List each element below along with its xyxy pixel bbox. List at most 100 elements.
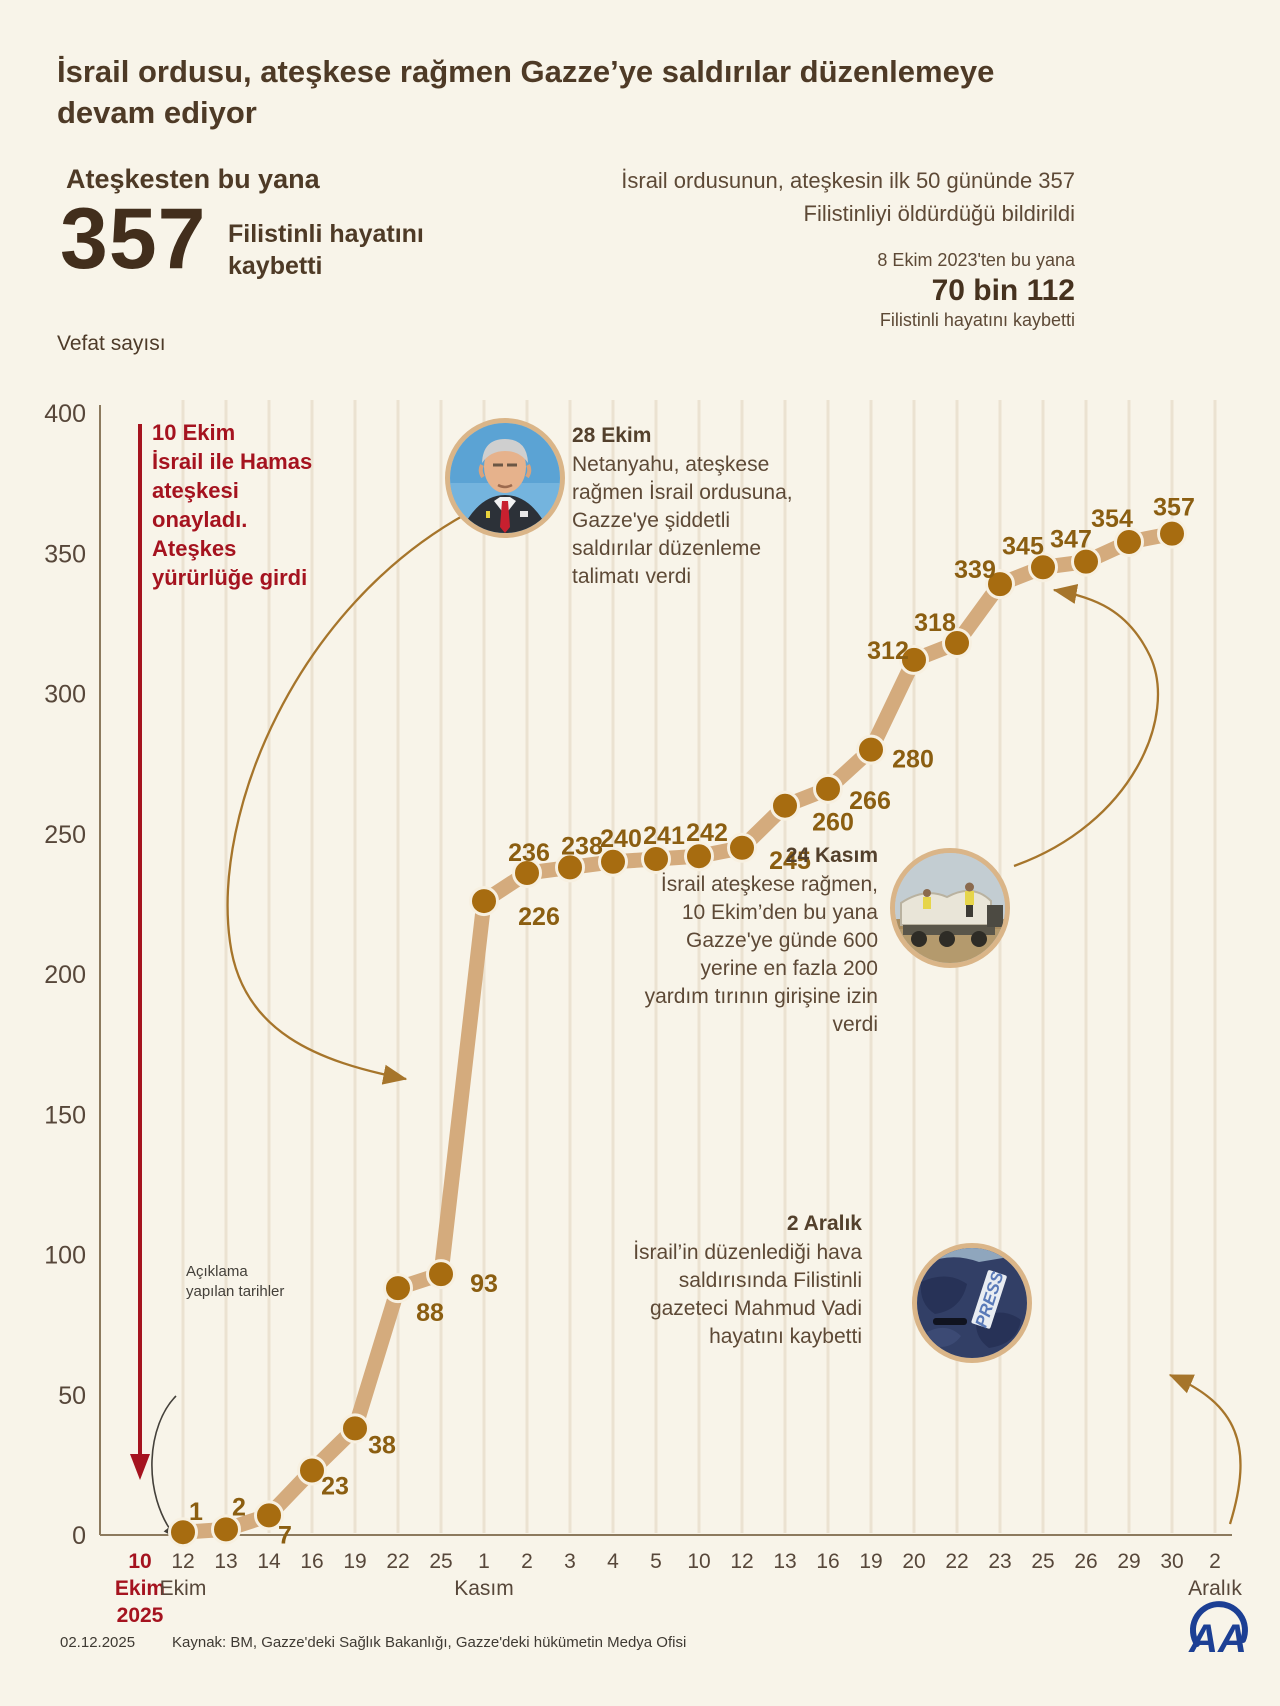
data-point-label: 318 xyxy=(914,609,956,637)
data-point-label: 354 xyxy=(1091,505,1133,533)
data-point xyxy=(770,790,800,821)
data-point xyxy=(297,1455,327,1486)
since-2023-block: 8 Ekim 2023'ten bu yana 70 bin 112 Filis… xyxy=(675,250,1075,331)
data-point-label: 226 xyxy=(518,903,560,931)
x-tick-day: 1 xyxy=(478,1550,490,1573)
x-tick-day: 10 xyxy=(128,1550,151,1573)
netanyahu-portrait-illustration xyxy=(450,423,560,533)
since-caption: Filistinli hayatını kaybetti xyxy=(879,310,1075,330)
ceasefire-arrow xyxy=(130,424,150,1480)
y-tick-label: 300 xyxy=(44,681,86,709)
data-point-label: 266 xyxy=(849,787,891,815)
data-point xyxy=(899,644,929,675)
data-point xyxy=(469,886,499,917)
x-tick-day: 5 xyxy=(650,1550,662,1573)
worker-figure xyxy=(965,882,974,917)
x-tick-day: 26 xyxy=(1074,1550,1097,1573)
x-tick-day: 2 xyxy=(1209,1550,1221,1573)
aid-truck-illustration xyxy=(895,853,1005,963)
x-tick-day: 19 xyxy=(343,1550,366,1573)
x-tick-month: Ekim xyxy=(160,1577,207,1600)
stat-label-top: Ateşkesten bu yana xyxy=(66,164,320,194)
netanyahu-photo xyxy=(445,418,565,538)
data-point xyxy=(856,734,886,765)
annotation-oct28-date: 28 Ekim xyxy=(572,424,652,447)
data-point xyxy=(211,1514,241,1545)
data-point-label: 280 xyxy=(892,746,934,774)
data-point xyxy=(512,858,542,889)
x-tick-day: 3 xyxy=(564,1550,576,1573)
x-tick-day: 23 xyxy=(988,1550,1011,1573)
x-tick-day: 16 xyxy=(816,1550,839,1573)
data-point xyxy=(813,773,843,804)
data-point-label: 241 xyxy=(643,822,685,850)
annotation-oct28-text: Netanyahu, ateşkese rağmen İsrail ordusu… xyxy=(572,452,793,588)
y-tick-label: 50 xyxy=(58,1382,86,1410)
data-point xyxy=(254,1500,284,1531)
data-point-label: 345 xyxy=(1002,532,1044,560)
data-point xyxy=(1028,552,1058,583)
y-axis-title: Vefat sayısı xyxy=(57,332,166,355)
data-point-label: 357 xyxy=(1153,494,1195,522)
y-tick-label: 100 xyxy=(44,1242,86,1270)
annotation-nov24: 24 Kasım İsrail ateşkese rağmen, 10 Ekim… xyxy=(638,842,878,1038)
annotation-ceasefire: 10 Ekim İsrail ile Hamas ateşkesi onayla… xyxy=(152,418,332,592)
annotation-nov24-date: 24 Kasım xyxy=(785,844,878,867)
data-point xyxy=(727,832,757,863)
annotation-nov24-text: İsrail ateşkese rağmen, 10 Ekim’den bu y… xyxy=(644,872,878,1036)
y-tick-label: 200 xyxy=(44,961,86,989)
press-vest-illustration: PRESS xyxy=(917,1248,1027,1358)
arrow-dates-note-curve xyxy=(151,1395,177,1539)
dates-note: Açıklama yapılan tarihler xyxy=(186,1263,285,1301)
x-tick-day: 4 xyxy=(607,1550,619,1573)
x-tick-day: 14 xyxy=(257,1550,281,1573)
data-point xyxy=(383,1273,413,1304)
data-point xyxy=(985,569,1015,600)
data-point-label: 238 xyxy=(561,832,603,860)
x-tick-day: 29 xyxy=(1117,1550,1140,1573)
publication-date: 02.12.2025 xyxy=(60,1634,136,1651)
x-tick-month: Ekim xyxy=(115,1577,165,1600)
annotation-dec2-text: İsrail’in düzenlediği hava saldırısında … xyxy=(633,1240,862,1348)
data-point-label: 245 xyxy=(769,847,811,875)
y-tick-label: 350 xyxy=(44,540,86,568)
annotation-oct28: 28 Ekim Netanyahu, ateşkese rağmen İsrai… xyxy=(572,422,800,591)
annotation-ceasefire-date: 10 Ekim xyxy=(152,420,236,445)
data-point-label: 7 xyxy=(278,1521,292,1549)
arrow-dec2-curve xyxy=(1168,1373,1242,1525)
aa-logo-text: AA xyxy=(1188,1617,1247,1661)
press-vest-photo: PRESS xyxy=(912,1243,1032,1363)
annotation-dec2-date: 2 Aralık xyxy=(786,1212,862,1235)
data-point-label: 93 xyxy=(470,1270,498,1298)
y-tick-label: 0 xyxy=(72,1522,86,1550)
worker-figure xyxy=(923,889,931,909)
x-tick-day: 10 xyxy=(687,1550,710,1573)
x-tick-day: 25 xyxy=(1031,1550,1054,1573)
data-point-label: 240 xyxy=(600,825,642,853)
anadolu-agency-logo: AA xyxy=(1183,1596,1253,1666)
x-tick-day: 22 xyxy=(945,1550,968,1573)
data-point-label: 1 xyxy=(189,1498,203,1526)
data-point xyxy=(168,1517,198,1548)
data-point xyxy=(1071,546,1101,577)
y-tick-label: 250 xyxy=(44,821,86,849)
data-point xyxy=(942,628,972,659)
data-point xyxy=(555,852,585,883)
x-tick-month: Kasım xyxy=(454,1577,514,1600)
annotation-dec2: 2 Aralık İsrail’in düzenlediği hava sald… xyxy=(622,1210,862,1351)
since-value: 70 bin 112 xyxy=(931,274,1075,307)
data-point-label: 312 xyxy=(867,637,909,665)
y-tick-label: 400 xyxy=(44,400,86,428)
data-point-label: 2 xyxy=(232,1493,246,1521)
page-title: İsrail ordusu, ateşkese rağmen Gazze’ye … xyxy=(57,54,995,130)
x-tick-day: 12 xyxy=(730,1550,753,1573)
data-point-label: 38 xyxy=(368,1431,396,1459)
aid-truck-photo xyxy=(890,848,1010,968)
x-tick-month: Aralık xyxy=(1188,1577,1242,1600)
axis-layer: 05010015020025030035040010Ekim202512Ekim… xyxy=(44,400,1242,1627)
x-tick-day: 25 xyxy=(429,1550,452,1573)
data-point xyxy=(598,846,628,877)
data-point-label: 23 xyxy=(321,1472,349,1500)
